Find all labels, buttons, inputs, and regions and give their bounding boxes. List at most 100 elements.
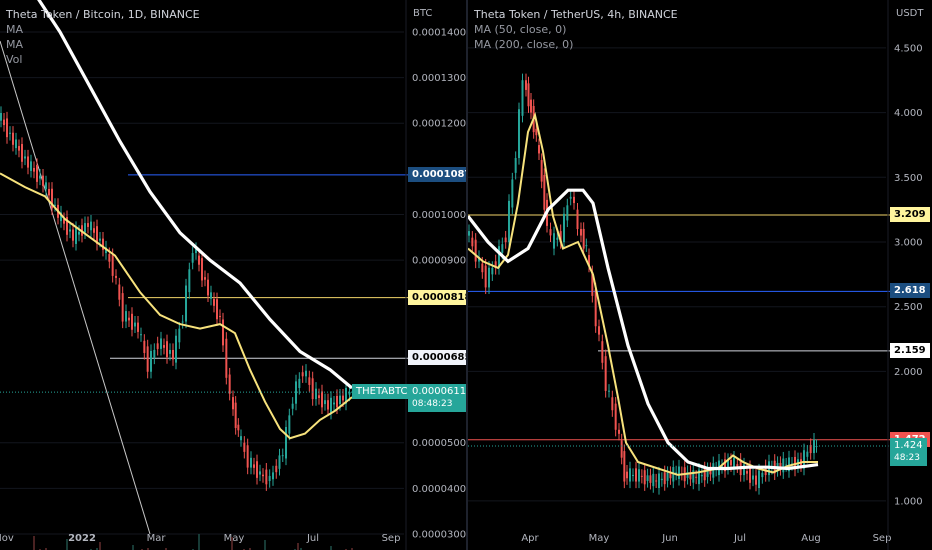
x-tick-label: Jul [733, 533, 746, 544]
candle-body [504, 237, 507, 243]
candle-body [150, 350, 152, 372]
ma-yellow-line [0, 172, 353, 440]
candle-body [614, 403, 617, 430]
volume-bar [45, 548, 47, 550]
candle-body [42, 175, 44, 186]
candle-body [761, 472, 764, 478]
bar-countdown: 48:23 [894, 452, 920, 463]
candle-body [508, 200, 510, 243]
candle-body [730, 459, 732, 466]
candle-body [511, 179, 514, 208]
candle-body [45, 182, 47, 190]
candle-body [675, 472, 678, 474]
candle-body [743, 464, 745, 476]
y-tick-label: 0.0000300 [412, 530, 466, 541]
candle-body [21, 144, 23, 162]
candle-body [281, 455, 284, 457]
candle-body [660, 478, 663, 481]
candle-body [604, 356, 607, 391]
price-level-tag[interactable]: 2.618 [890, 283, 930, 299]
price-level-tag[interactable]: 0.0001087 [408, 166, 466, 182]
candle-body [514, 158, 517, 173]
candle-body [125, 311, 127, 322]
chart-panel-thetabtc[interactable]: 0.0001400 0.0001300 0.0001200 0.0001000 0.00… [0, 0, 466, 550]
candle-body [758, 470, 760, 489]
candle-body [543, 175, 546, 210]
candle-body [291, 403, 294, 409]
candle-body [573, 196, 575, 204]
candle-body [128, 317, 130, 321]
candle-body [333, 402, 335, 405]
candle-body [140, 334, 142, 336]
candle-body [3, 119, 5, 126]
candle-body [525, 80, 527, 90]
indicator-ma-200[interactable]: MA (200, close, 0) [474, 38, 574, 51]
volume-bar [66, 539, 68, 550]
candle-body [311, 378, 314, 400]
indicator-ma-2[interactable]: MA [6, 38, 24, 51]
last-price-tag[interactable]: 1.424 48:23 [890, 437, 927, 466]
volume-bar [249, 548, 251, 550]
x-tick-label: Mar [147, 533, 167, 544]
candle-body [93, 228, 95, 233]
candle-body [700, 474, 703, 477]
candle-body [569, 196, 572, 199]
candle-body [243, 442, 246, 452]
candle-body [692, 470, 695, 483]
indicator-ma-50[interactable]: MA (50, close, 0) [474, 23, 567, 36]
price-level-tag[interactable]: 0.0000685 [408, 350, 466, 366]
candle-body [265, 469, 268, 485]
candle-body [752, 475, 754, 480]
candle-body [318, 395, 320, 399]
chart-canvas-thetausdt[interactable]: 4.500 4.000 3.500 3.000 2.500 2.000 1.000 Apr Ma… [468, 0, 932, 550]
candle-body [166, 341, 168, 358]
candle-body [530, 99, 532, 113]
candle-body [204, 277, 206, 280]
candle-body [54, 204, 56, 206]
indicator-vol[interactable]: Vol [6, 53, 23, 66]
candle-body [288, 415, 291, 434]
candle-body [601, 341, 604, 363]
price-level-tag[interactable]: 2.159 [890, 342, 930, 358]
panel-divider[interactable] [466, 0, 468, 550]
candle-body [240, 436, 242, 441]
candle-body [535, 128, 538, 136]
y-tick-label: 0.0001400 [412, 27, 466, 38]
candle-body [99, 238, 101, 241]
price-level-tag[interactable]: 0.0000818 [408, 289, 466, 305]
last-price-tag[interactable]: 0.0000611 08:48:23 [408, 384, 466, 413]
candle-body [330, 397, 332, 413]
candle-body [678, 466, 680, 479]
chart-panel-thetausdt[interactable]: 4.500 4.000 3.500 3.000 2.500 2.000 1.000 Apr Ma… [468, 0, 932, 550]
candle-body [27, 156, 29, 168]
candle-body [259, 471, 261, 475]
candle-body [6, 118, 8, 138]
candle-body [643, 470, 646, 485]
indicator-ma-1[interactable]: MA [6, 23, 24, 36]
candle-body [160, 338, 162, 349]
candle-body [0, 112, 2, 121]
candle-body [635, 468, 637, 482]
candle-body [143, 340, 146, 353]
candle-body [626, 471, 628, 479]
candle-body [246, 445, 249, 468]
candle-body [342, 395, 344, 401]
price-level-tag[interactable]: 3.209 [890, 206, 930, 222]
symbol-tag: THETABTC [352, 384, 412, 400]
candle-body [33, 167, 35, 172]
candle-body [655, 480, 658, 482]
candle-body [207, 279, 209, 296]
volume-bar [231, 537, 233, 550]
candle-body [90, 221, 92, 231]
candle-body [640, 475, 643, 477]
candle-body [736, 464, 739, 467]
candle-body [618, 429, 620, 434]
candle-body [87, 223, 89, 227]
candle-body [582, 228, 585, 249]
candle-body [724, 459, 726, 472]
chart-canvas-thetabtc[interactable]: 0.0001400 0.0001300 0.0001200 0.0001000 0.00… [0, 0, 466, 550]
candle-body [188, 269, 191, 293]
last-price-value: 1.424 [894, 439, 923, 451]
trend-line [0, 40, 151, 535]
candle-body [108, 254, 111, 262]
